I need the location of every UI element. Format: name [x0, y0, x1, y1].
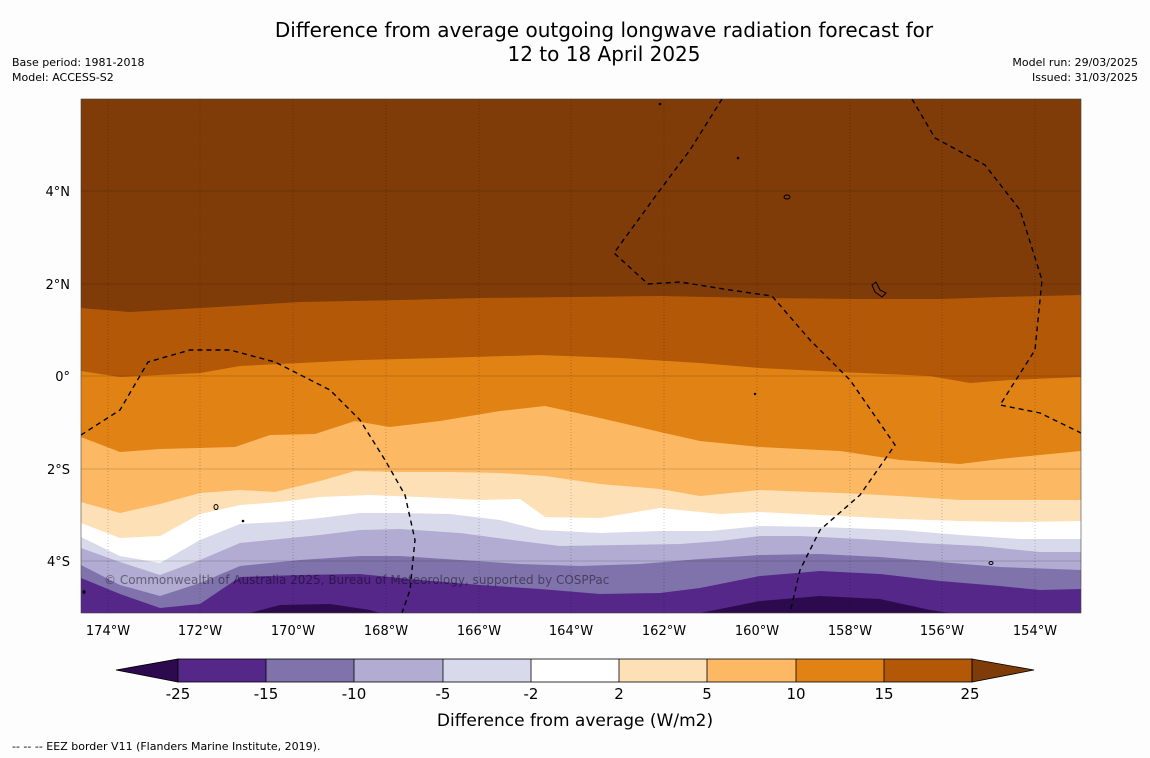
colorbar: -25 -15 -10 -5 -2 2 5 10 15 25 Differenc… [115, 658, 1035, 731]
colorbar-segment [707, 659, 796, 682]
map-plot-area: © Commonwealth of Australia 2025, Bureau… [81, 99, 1081, 613]
base-period-label: Base period: 1981-2018 [12, 56, 145, 69]
colorbar-tick: -2 [524, 685, 539, 703]
lon-tick-label: 166°W [457, 624, 501, 639]
colorbar-tick: 5 [702, 685, 712, 703]
model-label: Model: ACCESS-S2 [12, 71, 114, 84]
colorbar-tick: -10 [342, 685, 367, 703]
eez-legend-note: -- -- -- EEZ border V11 (Flanders Marine… [12, 740, 321, 753]
map-frame [80, 98, 1082, 614]
colorbar-tick: 10 [786, 685, 805, 703]
title-line-1: Difference from average outgoing longwav… [274, 18, 934, 42]
colorbar-segment [354, 659, 443, 682]
lon-tick-label: 156°W [920, 624, 964, 639]
colorbar-tick: -15 [254, 685, 279, 703]
lon-tick-label: 170°W [271, 624, 315, 639]
colorbar-segment [796, 659, 884, 682]
lon-tick-label: 162°W [642, 624, 686, 639]
copyright-watermark: © Commonwealth of Australia 2025, Bureau… [104, 573, 609, 587]
colorbar-tick: 15 [874, 685, 893, 703]
chart-title: Difference from average outgoing longwav… [0, 18, 1150, 66]
lat-axis: 4°N 2°N 0° 2°S 4°S [46, 185, 71, 570]
colorbar-segment [531, 659, 619, 682]
colorbar-segment [884, 659, 972, 682]
lon-tick-label: 154°W [1013, 624, 1057, 639]
colorbar-tick: 25 [960, 685, 979, 703]
lat-tick-label: 0° [55, 370, 70, 385]
colorbar-segment [178, 659, 266, 682]
meta-left: Base period: 1981-2018 Model: ACCESS-S2 [12, 55, 144, 85]
lon-axis: 174°W 172°W 170°W 168°W 166°W 164°W 162°… [86, 624, 1057, 639]
latitude-lines [81, 190, 1081, 562]
colorbar-segment [443, 659, 531, 682]
colorbar-label: Difference from average (W/m2) [437, 711, 713, 731]
colorbar-segment [619, 659, 707, 682]
model-run-label: Model run: 29/03/2025 [1012, 56, 1138, 69]
lat-tick-label: 4°N [46, 185, 71, 200]
colorbar-tick: 2 [614, 685, 624, 703]
colorbar-max-extend [971, 658, 1035, 683]
colorbar-segment [266, 659, 354, 682]
lon-tick-label: 164°W [549, 624, 593, 639]
lon-tick-label: 158°W [828, 624, 872, 639]
lon-tick-label: 172°W [178, 624, 222, 639]
lat-tick-label: 2°S [47, 463, 70, 478]
colorbar-min-extend [115, 658, 179, 683]
colorbar-tick: -25 [166, 685, 191, 703]
band-below-25 [250, 604, 380, 613]
meta-right: Model run: 29/03/2025 Issued: 31/03/2025 [1012, 55, 1138, 85]
lat-tick-label: 4°S [47, 555, 70, 570]
lon-tick-label: 168°W [364, 624, 408, 639]
eez-borders [81, 99, 1081, 613]
issued-label: Issued: 31/03/2025 [1031, 71, 1138, 84]
colorbar-tick: -5 [436, 685, 451, 703]
lat-tick-label: 2°N [46, 278, 71, 293]
band-below-25-east [700, 596, 950, 613]
title-line-2: 12 to 18 April 2025 [507, 42, 701, 66]
lon-tick-label: 160°W [735, 624, 779, 639]
lon-tick-label: 174°W [86, 624, 130, 639]
islands [82, 102, 994, 594]
